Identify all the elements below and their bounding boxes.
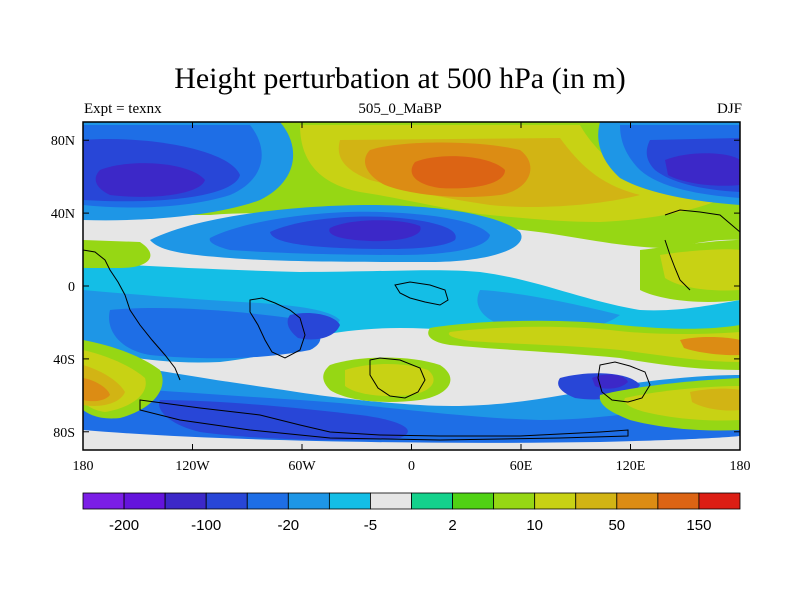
x-tick-label: 60E	[510, 459, 533, 474]
contour-field	[83, 122, 740, 450]
region-south-indian-orange	[680, 336, 740, 356]
colorbar-box	[164, 492, 207, 510]
y-tick-label: 0	[68, 280, 75, 295]
region-south-atlantic-yellow	[345, 364, 434, 396]
region-south-east-gold	[690, 388, 740, 411]
colorbar-box	[205, 492, 248, 510]
colorbar-box	[575, 492, 618, 510]
colorbar-label: 2	[448, 517, 456, 534]
subtitle-experiment: Expt = texnx	[84, 101, 162, 117]
x-tick-label: 180	[730, 459, 751, 474]
coastline-south-america	[249, 297, 306, 359]
colorbar-box	[370, 492, 412, 510]
coastline-antarctica	[139, 399, 629, 441]
colorbar-box	[123, 492, 166, 510]
subtitle-case: 505_0_MaBP	[358, 101, 442, 117]
y-tick-label: 80N	[51, 134, 75, 149]
region-antarctic-neutral	[83, 430, 740, 450]
colorbar-label: 10	[526, 517, 543, 534]
region-sw-blue	[109, 307, 321, 359]
x-tick-label: 180	[73, 459, 94, 474]
coastline-africa-south	[369, 357, 426, 399]
colorbar-box	[616, 492, 659, 510]
colorbar-box	[452, 492, 495, 510]
x-tick-label: 60W	[288, 459, 316, 474]
colorbar-box	[698, 492, 741, 510]
y-tick-label: 80S	[53, 426, 75, 441]
region-south-deep-blue-east	[592, 374, 628, 389]
region-equator-green	[83, 240, 151, 268]
colorbar-box	[493, 492, 536, 510]
colorbar-label: -5	[364, 517, 377, 534]
colorbar: -200 -100 -20 -5 2 10 50 150	[82, 492, 741, 534]
subtitle-season: DJF	[716, 101, 742, 117]
coastline-africa	[394, 281, 449, 306]
y-tick-label: 40S	[53, 353, 75, 368]
region-ne-deep-blue	[665, 153, 740, 186]
colorbar-label: -200	[109, 517, 139, 534]
region-central-deep-blue	[329, 220, 421, 242]
colorbar-box	[657, 492, 700, 510]
region-south-indian-yellow	[448, 326, 740, 362]
colorbar-label: 50	[608, 517, 625, 534]
x-tick-label: 120W	[175, 459, 210, 474]
colorbar-box	[287, 492, 330, 510]
colorbar-box	[411, 492, 453, 510]
coastline-west-edge	[83, 249, 181, 381]
colorbar-box	[534, 492, 577, 510]
x-axis-ticks: 180 120W 60W 0 60E 120E 180	[73, 122, 751, 474]
region-north-dark-orange	[411, 156, 505, 189]
colorbar-box	[82, 492, 125, 510]
plot-title: Height perturbation at 500 hPa (in m)	[174, 62, 626, 95]
colorbar-box	[328, 492, 371, 510]
coastline-australia	[597, 361, 651, 403]
x-tick-label: 0	[408, 459, 415, 474]
x-tick-label: 120E	[616, 459, 646, 474]
coastline-east-edge	[664, 209, 740, 291]
y-tick-label: 40N	[51, 207, 75, 222]
region-nw-deep-blue	[95, 163, 205, 197]
colorbar-label: -100	[191, 517, 221, 534]
colorbar-label: 150	[686, 517, 711, 534]
region-south-west-orange	[83, 378, 110, 402]
colorbar-box	[246, 492, 289, 510]
y-axis-ticks: 80N 40N 0 40S 80S	[51, 134, 740, 441]
coastlines	[83, 209, 740, 441]
colorbar-label: -20	[277, 517, 299, 534]
